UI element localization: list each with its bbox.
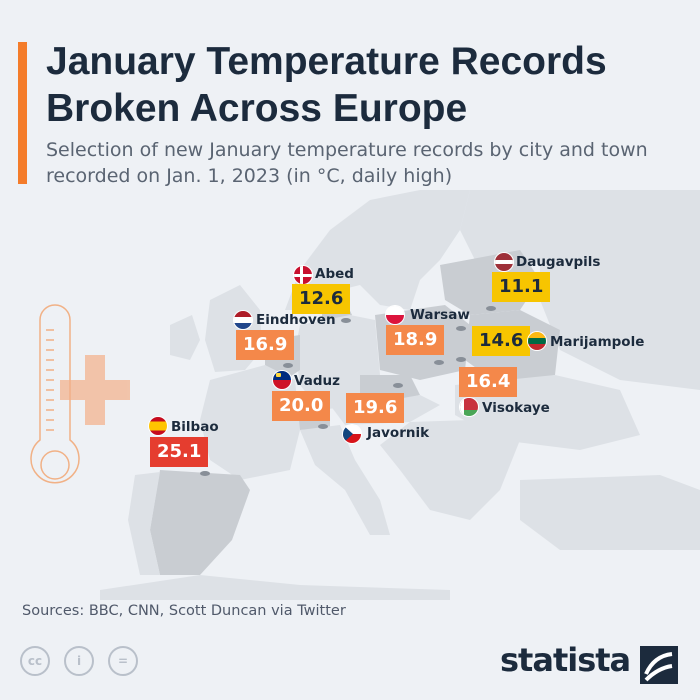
record-value-visokaye: 16.4 <box>459 367 518 397</box>
city-label-daugavpils: Daugavpils <box>516 254 601 270</box>
spain-flag-icon <box>149 417 167 435</box>
city-marker-javornik <box>393 383 403 388</box>
land-portugal <box>128 472 160 575</box>
statista-logo[interactable]: statista <box>500 641 631 679</box>
record-value-vaduz: 20.0 <box>272 391 331 421</box>
czechia-flag-icon <box>343 425 361 443</box>
record-value-daugavpils: 11.1 <box>492 272 551 302</box>
city-marker-abed <box>341 318 351 323</box>
plus-icon <box>60 355 130 425</box>
latvia-flag-icon <box>495 253 513 271</box>
belarus-flag-icon <box>460 398 478 416</box>
city-label-visokaye: Visokaye <box>482 400 550 416</box>
no-derivatives-icon[interactable]: = <box>108 646 138 676</box>
land-scandinavia <box>285 190 470 310</box>
land-ireland <box>170 315 200 360</box>
record-value-javornik: 19.6 <box>346 393 405 423</box>
city-label-marijampole: Marijampole <box>550 334 645 350</box>
city-marker-bilbao <box>200 471 210 476</box>
record-value-abed: 12.6 <box>292 284 351 314</box>
land-italy <box>300 425 390 535</box>
city-marker-marijampole <box>456 326 466 331</box>
city-label-vaduz: Vaduz <box>294 373 340 389</box>
source-note: Sources: BBC, CNN, Scott Duncan via Twit… <box>22 603 346 619</box>
thermometer-icon <box>30 304 80 484</box>
statista-logo-icon[interactable] <box>640 646 678 684</box>
city-marker-eindhoven <box>283 363 293 368</box>
city-label-abed: Abed <box>315 266 354 282</box>
record-value-bilbao: 25.1 <box>150 437 209 467</box>
city-label-bilbao: Bilbao <box>171 419 219 435</box>
city-label-javornik: Javornik <box>367 425 430 441</box>
city-marker-daugavpils <box>486 306 496 311</box>
city-marker-warsaw <box>434 360 444 365</box>
city-marker-visokaye <box>456 357 466 362</box>
creative-commons-icon[interactable]: cc <box>20 646 50 676</box>
accent-bar <box>18 42 27 184</box>
city-label-warsaw: Warsaw <box>410 307 470 323</box>
record-value-eindhoven: 16.9 <box>236 330 295 360</box>
land-turkey <box>520 475 700 550</box>
land-russia <box>520 190 700 390</box>
record-value-warsaw: 18.9 <box>386 325 445 355</box>
land-balkans <box>380 420 520 520</box>
page-title: January Temperature Records Broken Acros… <box>46 40 607 130</box>
record-value-marijampole: 14.6 <box>472 326 531 356</box>
subtitle: Selection of new January temperature rec… <box>46 139 648 187</box>
city-marker-vaduz <box>318 424 328 429</box>
land-spain <box>150 470 250 575</box>
lithuania-flag-icon <box>528 332 546 350</box>
liechtenstein-flag-icon <box>273 371 291 389</box>
land-north-africa <box>100 575 450 600</box>
denmark-flag-icon <box>294 266 312 284</box>
netherlands-flag-icon <box>234 311 252 329</box>
land-germany <box>295 315 380 410</box>
attribution-icon[interactable]: i <box>64 646 94 676</box>
city-label-eindhoven: Eindhoven <box>256 312 336 328</box>
poland-flag-icon <box>386 306 404 324</box>
